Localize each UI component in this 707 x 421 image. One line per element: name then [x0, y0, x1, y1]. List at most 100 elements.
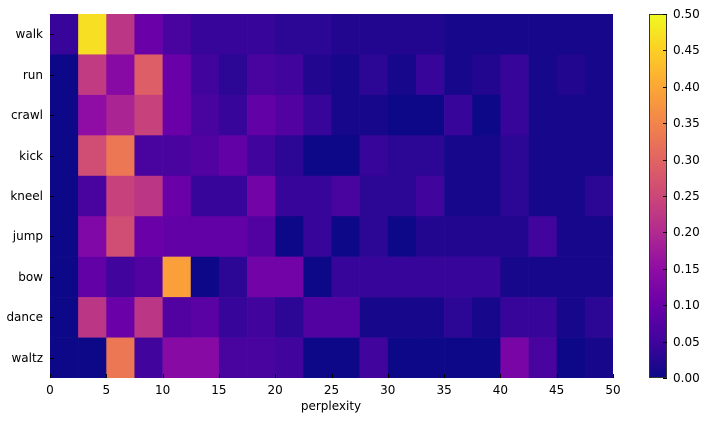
- x-tick-label: 35: [436, 383, 452, 397]
- heatmap-cell: [444, 94, 473, 136]
- heatmap-cell: [331, 94, 360, 136]
- colorbar-tick-label: 0.20: [673, 225, 700, 240]
- heatmap-cell: [275, 94, 304, 136]
- heatmap-cell: [190, 54, 220, 96]
- heatmap-cell: [584, 175, 613, 217]
- heatmap-cell: [218, 54, 248, 96]
- heatmap-cell: [500, 14, 529, 55]
- x-tick-label: 25: [323, 383, 340, 397]
- x-tick: [50, 374, 51, 378]
- heatmap-cell: [387, 337, 417, 378]
- x-tick-label: 50: [605, 383, 621, 397]
- heatmap-cell: [556, 14, 586, 55]
- heatmap-cell: [331, 14, 360, 55]
- heatmap-cell: [303, 54, 332, 96]
- heatmap-cell: [218, 14, 248, 55]
- x-tick: [557, 374, 558, 378]
- x-tick-label: 0: [46, 383, 54, 397]
- heatmap-cell: [444, 216, 473, 257]
- heatmap-cell: [359, 297, 389, 338]
- colorbar-tick-label: 0.25: [673, 189, 700, 203]
- heatmap-cell: [528, 175, 557, 217]
- x-tick: [332, 374, 333, 378]
- colorbar-tick: [663, 232, 667, 233]
- heatmap-cell: [190, 256, 220, 298]
- heatmap-cell: [78, 175, 107, 217]
- heatmap-cell: [528, 14, 557, 55]
- heatmap-cell: [472, 54, 501, 96]
- x-tick: [613, 374, 614, 378]
- heatmap-cell: [584, 216, 613, 257]
- heatmap-cell: [556, 256, 586, 298]
- heatmap-cell: [528, 256, 557, 298]
- colorbar-tick: [663, 269, 667, 270]
- x-tick: [388, 374, 389, 378]
- heatmap-cell: [472, 216, 501, 257]
- y-tick: [50, 358, 54, 359]
- heatmap-cell: [387, 297, 417, 338]
- x-tick: [163, 374, 164, 378]
- heatmap-cell: [134, 297, 163, 338]
- heatmap-cell: [331, 135, 360, 177]
- x-tick: [106, 374, 107, 378]
- heatmap-cell: [331, 256, 360, 298]
- heatmap-cell: [500, 135, 529, 177]
- heatmap-cell: [134, 135, 163, 177]
- heatmap-cell: [415, 54, 445, 96]
- y-tick-label: dance: [6, 310, 43, 325]
- colorbar-tick-label: 0.45: [673, 43, 700, 58]
- colorbar-tick-label: 0.40: [673, 79, 700, 94]
- heatmap-cell: [556, 54, 586, 96]
- heatmap-cell: [106, 54, 135, 96]
- heatmap-cell: [584, 256, 613, 298]
- heatmap-cell: [162, 256, 192, 298]
- y-tick-label: run: [22, 67, 43, 82]
- heatmap-cell: [247, 54, 276, 96]
- heatmap-cell: [472, 135, 501, 177]
- colorbar-tick: [663, 160, 667, 161]
- heatmap-cell: [78, 297, 107, 338]
- heatmap-cell: [556, 216, 586, 257]
- heatmap-cell: [472, 14, 501, 55]
- heatmap-cell: [78, 256, 107, 298]
- heatmap-cell: [106, 256, 135, 298]
- heatmap-cell: [247, 14, 276, 55]
- colorbar-tick-label: 0.50: [673, 7, 700, 21]
- heatmap-cell: [303, 256, 332, 298]
- y-tick-label: waltz: [11, 350, 43, 365]
- heatmap-cell: [275, 297, 304, 338]
- heatmap-cell: [584, 94, 613, 136]
- y-tick: [50, 196, 54, 197]
- y-tick: [50, 317, 54, 318]
- colorbar-tick-label: 0.15: [673, 261, 700, 276]
- colorbar-tick: [663, 14, 667, 15]
- heatmap-cell: [444, 135, 473, 177]
- heatmap-cell: [387, 256, 417, 298]
- heatmap-cell: [556, 337, 586, 378]
- heatmap-cell: [275, 135, 304, 177]
- heatmap-cell: [331, 216, 360, 257]
- heatmap-cell: [106, 216, 135, 257]
- heatmap-cell: [162, 135, 192, 177]
- heatmap-cell: [50, 94, 79, 136]
- heatmap-cell: [415, 256, 445, 298]
- heatmap-cell: [134, 216, 163, 257]
- heatmap-cell: [303, 337, 332, 378]
- y-tick: [50, 115, 54, 116]
- y-tick-label: kneel: [10, 189, 43, 203]
- heatmap-cell: [275, 337, 304, 378]
- heatmap-cell: [162, 54, 192, 96]
- heatmap-cell: [190, 337, 220, 378]
- heatmap-cell: [444, 54, 473, 96]
- heatmap-cell: [500, 175, 529, 217]
- heatmap-cell: [162, 337, 192, 378]
- heatmap-cell: [275, 54, 304, 96]
- y-tick-label: walk: [15, 27, 43, 42]
- heatmap-cell: [528, 297, 557, 338]
- x-tick-label: 45: [549, 383, 565, 397]
- heatmap-cell: [500, 337, 529, 378]
- x-tick-label: 30: [380, 383, 396, 397]
- heatmap-cell: [584, 135, 613, 177]
- x-tick: [500, 374, 501, 378]
- y-tick: [50, 236, 54, 237]
